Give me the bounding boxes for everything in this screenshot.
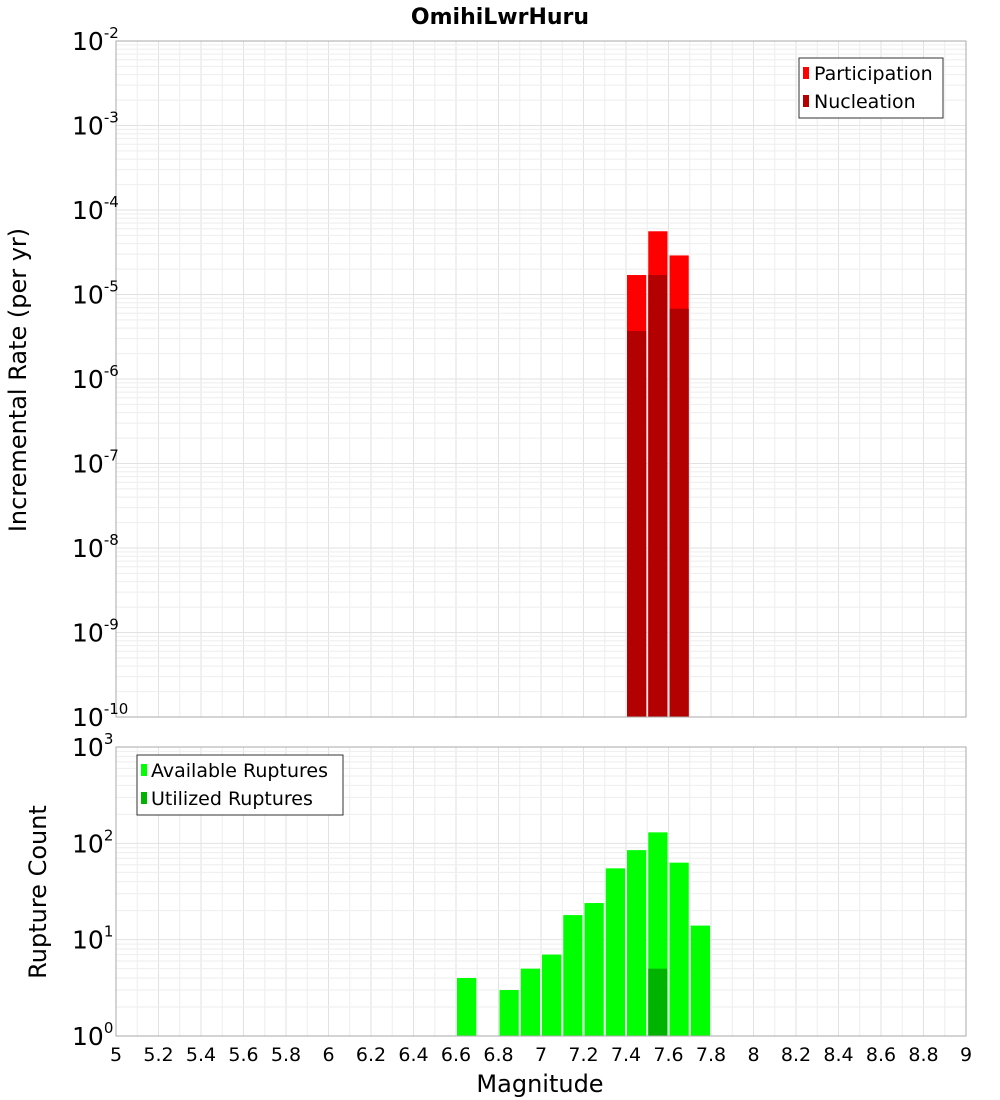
x-tick-label: 6.6	[441, 1044, 471, 1066]
available-ruptures-bar	[520, 968, 540, 1036]
available-ruptures-bar	[605, 868, 625, 1036]
x-tick-label: 5.6	[228, 1044, 258, 1066]
x-tick-label: 6.4	[398, 1044, 428, 1066]
x-tick-label: 8.6	[866, 1044, 896, 1066]
rate-legend-box	[798, 57, 944, 119]
x-tick-label: 8.4	[823, 1044, 853, 1066]
available-ruptures-bar	[499, 990, 519, 1036]
rate-panel: 10-10 10-9 10-8 10-7 10-6 10-5 10-4 10-3 10-2 In…	[4, 24, 967, 732]
legend-label-nucleation: Nucleation	[814, 91, 916, 113]
legend-swatch-nucleation	[803, 95, 809, 107]
count-y-tick-label: 100	[72, 1019, 113, 1051]
count-y-tick-label: 102	[72, 826, 113, 858]
count-legend-box	[136, 754, 344, 816]
rate-panel-frame	[115, 40, 967, 718]
rate-legend: Participation Nucleation	[798, 57, 944, 119]
available-ruptures-bar	[563, 915, 583, 1036]
x-tick-label: 5.2	[143, 1044, 173, 1066]
available-ruptures-bar	[457, 978, 477, 1036]
x-tick-label: 7.6	[653, 1044, 683, 1066]
available-ruptures-bar	[627, 850, 647, 1036]
count-panel-frame	[115, 746, 967, 1037]
rate-panel-bars	[627, 231, 689, 717]
rate-y-ticks: 10-10 10-9 10-8 10-7 10-6 10-5 10-4 10-3 10-2	[72, 24, 128, 732]
utilized-ruptures-bar	[648, 968, 668, 1036]
legend-label-available: Available Ruptures	[151, 760, 328, 782]
x-tick-label: 7.4	[611, 1044, 641, 1066]
count-panel-bars	[457, 832, 710, 1036]
magnitude-x-ticks: 5 5.2 5.4 5.6 5.8 6 6.2 6.4 6.6 6.8 7 7.2 7.4 7.6 7.8 8…	[110, 1044, 972, 1066]
x-tick-label: 6.2	[356, 1044, 386, 1066]
x-tick-label: 9	[960, 1044, 972, 1066]
rate-y-tick-label: 10-4	[72, 193, 119, 225]
legend-label-participation: Participation	[814, 63, 933, 85]
legend-swatch-available	[141, 764, 147, 776]
rate-y-tick-label: 10-8	[72, 531, 119, 563]
x-tick-label: 8	[747, 1044, 759, 1066]
x-tick-label: 5.8	[271, 1044, 301, 1066]
rate-y-tick-label: 10-3	[72, 109, 119, 141]
rate-y-tick-label: 10-10	[72, 700, 128, 732]
x-axis-label: Magnitude	[476, 1070, 603, 1098]
count-y-axis-label: Rupture Count	[24, 805, 52, 979]
count-panel: 100 101 102 103 5 5.2 5.4 5.6 5.8 6 6.2 6.4 6.6 6.8 7…	[24, 730, 972, 1098]
x-tick-label: 5.4	[186, 1044, 216, 1066]
count-y-tick-label: 101	[72, 923, 113, 955]
x-tick-label: 7.2	[568, 1044, 598, 1066]
x-tick-label: 8.2	[781, 1044, 811, 1066]
rate-y-tick-label: 10-7	[72, 447, 119, 479]
available-ruptures-bar	[690, 925, 710, 1036]
nucleation-bar	[627, 330, 647, 717]
rate-y-tick-label: 10-2	[72, 24, 119, 56]
count-y-tick-label: 103	[72, 730, 113, 762]
x-tick-label: 6	[322, 1044, 334, 1066]
x-tick-label: 5	[110, 1044, 122, 1066]
available-ruptures-bar	[584, 903, 604, 1036]
x-tick-label: 7.8	[696, 1044, 726, 1066]
chart-title: OmihiLwrHuru	[411, 5, 589, 30]
x-tick-label: 7	[535, 1044, 547, 1066]
rate-y-tick-label: 10-9	[72, 616, 119, 648]
rate-y-tick-label: 10-5	[72, 278, 119, 310]
legend-label-utilized: Utilized Ruptures	[151, 788, 313, 810]
nucleation-bar	[669, 308, 689, 717]
available-ruptures-bar	[669, 862, 689, 1036]
legend-swatch-participation	[803, 67, 809, 79]
available-ruptures-bar	[542, 954, 562, 1036]
count-y-ticks: 100 101 102 103	[72, 730, 113, 1051]
rate-y-tick-label: 10-6	[72, 362, 119, 394]
count-legend: Available Ruptures Utilized Ruptures	[136, 754, 344, 816]
x-tick-label: 6.8	[483, 1044, 513, 1066]
rate-panel-grid	[115, 41, 967, 718]
legend-swatch-utilized	[141, 792, 147, 804]
x-tick-label: 8.8	[908, 1044, 938, 1066]
nucleation-bar	[648, 275, 668, 717]
rate-y-axis-label: Incremental Rate (per yr)	[4, 228, 32, 532]
